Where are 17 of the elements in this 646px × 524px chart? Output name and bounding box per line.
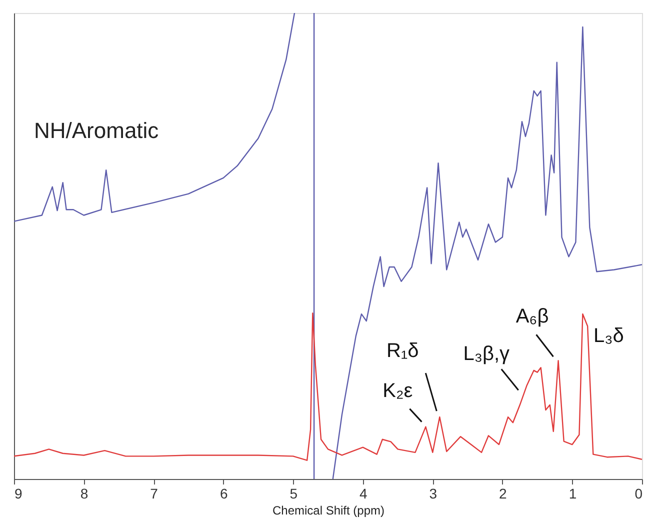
x-tick-label: 6 [220, 486, 228, 502]
annotation: L₃δ [593, 325, 624, 348]
x-tick-label: 8 [80, 486, 88, 502]
x-tick-label: 3 [429, 486, 438, 502]
annotation: A₆β [516, 306, 549, 328]
x-axis-title: Chemical Shift (ppm) [272, 504, 385, 518]
x-tick-label: 2 [499, 486, 508, 502]
x-tick-label: 4 [359, 486, 368, 502]
x-tick-label: 1 [568, 486, 577, 502]
annotation: NH/Aromatic [34, 118, 159, 143]
annotation: R₁δ [386, 340, 419, 362]
x-tick-label: 5 [290, 486, 298, 502]
x-tick-label: 9 [14, 486, 22, 502]
annotation: K₂ε [382, 380, 413, 402]
annotation: L₃β,γ [463, 343, 510, 366]
x-tick-label: 0 [634, 486, 643, 502]
x-tick-label: 7 [150, 486, 158, 502]
